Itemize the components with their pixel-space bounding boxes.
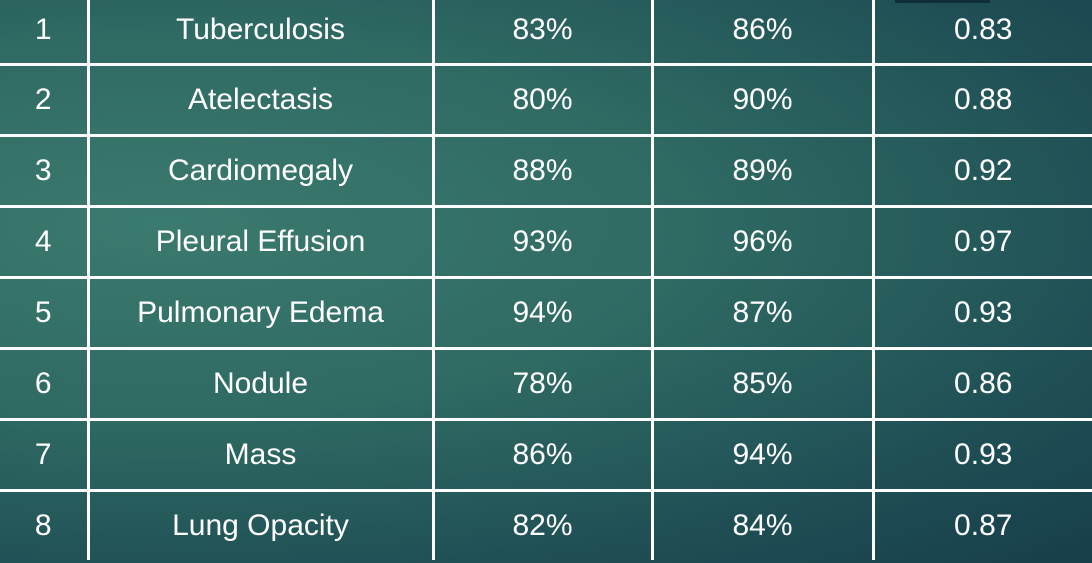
table-row: 6 Nodule 78% 85% 0.86 [0,347,1092,420]
score-cell: 0.97 [871,205,1092,278]
table-row: 8 Lung Opacity 82% 84% 0.87 [0,489,1092,560]
row-number-cell: 7 [0,418,88,491]
table-row: 7 Mass 86% 94% 0.93 [0,418,1092,491]
percent-cell-b: 84% [650,489,873,560]
condition-cell: Nodule [86,347,433,420]
percent-cell-b: 89% [650,134,873,207]
percent-cell-a: 94% [431,276,652,349]
percent-cell-a: 82% [431,489,652,560]
table-row: 4 Pleural Effusion 93% 96% 0.97 [0,205,1092,278]
percent-cell-a: 78% [431,347,652,420]
score-cell: 0.83 [871,0,1092,65]
percent-cell-b: 87% [650,276,873,349]
row-number-cell: 5 [0,276,88,349]
score-cell: 0.93 [871,418,1092,491]
table-row: 1 Tuberculosis 83% 86% 0.83 [0,0,1092,65]
condition-cell: Atelectasis [86,63,433,136]
row-number-cell: 1 [34,13,52,46]
table-row: 5 Pulmonary Edema 94% 87% 0.93 [0,276,1092,349]
row-number-cell: 8 [0,489,88,560]
table-row: 3 Cardiomegaly 88% 89% 0.92 [0,134,1092,207]
score-cell: 0.93 [871,276,1092,349]
condition-cell: Tuberculosis [86,0,433,65]
score-cell: 0.87 [871,489,1092,560]
condition-cell: Cardiomegaly [86,134,433,207]
row-number-cell: 4 [0,205,88,278]
percent-cell-b: 86% [650,0,873,65]
row-number-cell: 2 [0,63,88,136]
percent-cell-b: 96% [650,205,873,278]
condition-cell: Mass [86,418,433,491]
row-number-cell: 3 [0,134,88,207]
score-cell: 0.88 [871,63,1092,136]
percent-cell-a: 93% [431,205,652,278]
table-row: 2 Atelectasis 80% 90% 0.88 [0,63,1092,136]
row-number-cell: 6 [0,347,88,420]
percent-cell-a: 83% [431,0,652,65]
percent-cell-b: 85% [650,347,873,420]
percent-cell-a: 88% [431,134,652,207]
percent-cell-b: 90% [650,63,873,136]
percent-cell-a: 86% [431,418,652,491]
score-cell: 0.92 [871,134,1092,207]
percent-cell-a: 80% [431,63,652,136]
score-cell: 0.86 [871,347,1092,420]
condition-cell: Lung Opacity [86,489,433,560]
percent-cell-b: 94% [650,418,873,491]
condition-cell: Pulmonary Edema [86,276,433,349]
condition-cell: Pleural Effusion [86,205,433,278]
